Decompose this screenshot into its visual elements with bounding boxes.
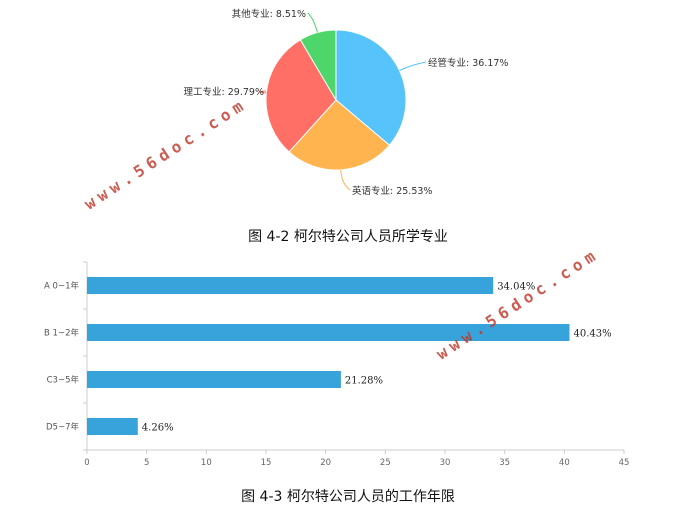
pie-slice-label: 英语专业: 25.53% xyxy=(352,185,432,197)
x-tick-label: 10 xyxy=(201,458,212,468)
bar-chart-caption: 图 4-3 柯尔特公司人员的工作年限 xyxy=(241,489,455,505)
category-label: C3~5年 xyxy=(47,375,80,386)
x-tick-label: 5 xyxy=(144,458,149,468)
bar-chart: 0 5 10 15 20 25 30 35 40 45 A 0~1年 34.04% B 1~2年 40.4… xyxy=(44,261,630,468)
pie-slice-label: 理工专业: 29.79% xyxy=(184,86,264,98)
x-tick-label: 20 xyxy=(320,458,331,468)
x-tick-label: 0 xyxy=(84,458,89,468)
data-label: 21.28% xyxy=(345,376,383,387)
pie-leader-line xyxy=(340,169,351,191)
data-label: 34.04% xyxy=(497,282,535,293)
data-label: 4.26% xyxy=(142,423,174,434)
pie-slice xyxy=(335,29,407,146)
x-tick-label: 35 xyxy=(499,458,510,468)
pie-leader-line xyxy=(399,61,427,71)
category-label: A 0~1年 xyxy=(44,281,79,292)
bar xyxy=(87,277,494,294)
x-tick-label: 15 xyxy=(261,458,272,468)
bar xyxy=(87,371,341,388)
data-label: 40.43% xyxy=(574,329,612,340)
bar xyxy=(87,324,570,341)
pie-slice-label: 其他专业: 8.51% xyxy=(232,8,306,20)
pie-slice xyxy=(288,99,391,171)
pie-chart: 经管专业: 36.17% 英语专业: 25.53% 理工专业: 29.79% 其他专业… xyxy=(184,8,509,197)
x-tick-label: 25 xyxy=(380,458,391,468)
x-tick-label: 40 xyxy=(559,458,570,468)
pie-slice-label: 经管专业: 36.17% xyxy=(428,57,508,69)
bar xyxy=(87,418,138,435)
x-tick-label: 45 xyxy=(619,458,630,468)
category-label: D5~7年 xyxy=(46,422,79,433)
pie-leader-line xyxy=(307,12,318,33)
pie-slice xyxy=(265,39,337,153)
x-tick-label: 30 xyxy=(440,458,451,468)
pie-leader-line xyxy=(258,90,267,94)
pie-chart-caption: 图 4-2 柯尔特公司人员所学专业 xyxy=(248,229,448,245)
category-label: B 1~2年 xyxy=(44,328,79,339)
